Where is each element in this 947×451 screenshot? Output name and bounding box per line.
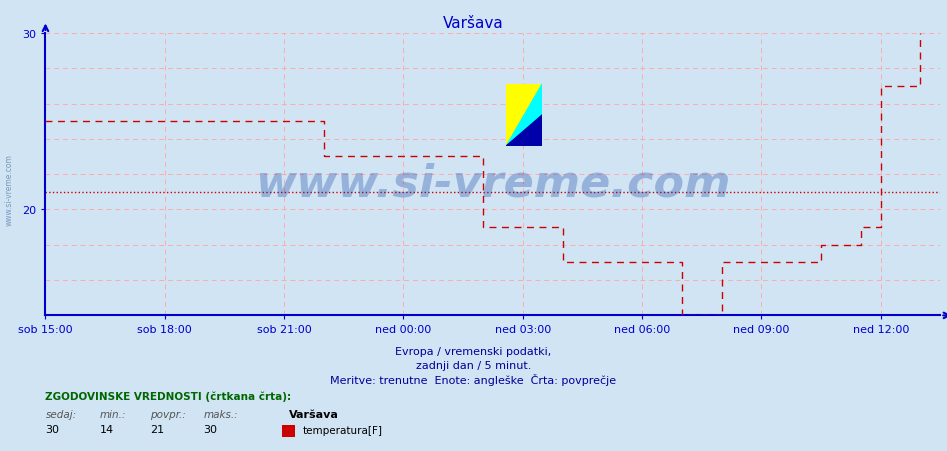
Text: 14: 14 [99,424,114,434]
Text: www.si-vreme.com: www.si-vreme.com [5,153,14,226]
Text: www.si-vreme.com: www.si-vreme.com [255,162,731,205]
Text: Meritve: trenutne  Enote: angleške  Črta: povprečje: Meritve: trenutne Enote: angleške Črta: … [331,373,616,385]
Polygon shape [507,85,543,147]
Text: ZGODOVINSKE VREDNOSTI (črtkana črta):: ZGODOVINSKE VREDNOSTI (črtkana črta): [45,391,292,401]
Text: min.:: min.: [99,409,126,419]
Text: povpr.:: povpr.: [150,409,186,419]
Text: Evropa / vremenski podatki,: Evropa / vremenski podatki, [396,346,551,356]
Text: maks.:: maks.: [204,409,239,419]
Text: zadnji dan / 5 minut.: zadnji dan / 5 minut. [416,360,531,370]
Polygon shape [507,85,543,147]
Polygon shape [507,115,543,147]
Text: Varšava: Varšava [289,409,339,419]
Text: 21: 21 [150,424,164,434]
Text: 30: 30 [45,424,60,434]
Text: sedaj:: sedaj: [45,409,77,419]
Text: 30: 30 [204,424,218,434]
Text: Varšava: Varšava [443,16,504,31]
Text: temperatura[F]: temperatura[F] [303,425,383,435]
